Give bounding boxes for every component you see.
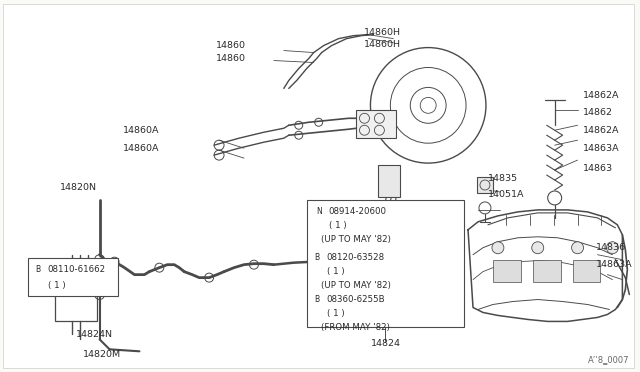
Text: 14824: 14824: [371, 339, 401, 348]
Text: 08914-20600: 08914-20600: [328, 208, 387, 217]
Text: (FROM MAY '82): (FROM MAY '82): [321, 323, 390, 332]
Text: (UP TO MAY '82): (UP TO MAY '82): [321, 235, 390, 244]
Circle shape: [572, 242, 584, 254]
Circle shape: [532, 242, 544, 254]
Text: 08360-6255B: 08360-6255B: [326, 295, 385, 304]
Text: 14862: 14862: [582, 108, 612, 117]
Text: 14863A: 14863A: [582, 144, 619, 153]
Bar: [307, 200, 464, 327]
Text: 14051A: 14051A: [488, 190, 524, 199]
Text: 14862A: 14862A: [582, 126, 619, 135]
Text: 14862A: 14862A: [582, 91, 619, 100]
Text: (UP TO MAY '82): (UP TO MAY '82): [321, 281, 390, 290]
Text: 14860H: 14860H: [364, 28, 401, 37]
Text: ( 1 ): ( 1 ): [48, 281, 65, 290]
Text: ( 1 ): ( 1 ): [326, 267, 344, 276]
Text: 08110-61662: 08110-61662: [48, 265, 106, 274]
Bar: [356, 110, 396, 138]
Circle shape: [31, 263, 45, 277]
Text: A’’8‗0007: A’’8‗0007: [588, 355, 629, 364]
Circle shape: [492, 242, 504, 254]
Bar: [28, 258, 118, 295]
Text: 14820N: 14820N: [60, 183, 97, 192]
Circle shape: [312, 205, 326, 219]
Text: ( 1 ): ( 1 ): [326, 309, 344, 318]
Text: B: B: [314, 295, 319, 304]
Text: 14835: 14835: [488, 173, 518, 183]
Text: 14860: 14860: [216, 41, 246, 50]
Bar: [573, 260, 600, 282]
Bar: [532, 260, 561, 282]
Text: 14860: 14860: [216, 54, 246, 63]
Bar: [378, 165, 400, 197]
Text: 14860A: 14860A: [123, 126, 159, 135]
Bar: [55, 270, 97, 321]
Bar: [477, 177, 493, 193]
Circle shape: [310, 251, 324, 264]
Text: ( 1 ): ( 1 ): [328, 221, 346, 230]
Text: 08120-63528: 08120-63528: [326, 253, 385, 262]
Text: 14820M: 14820M: [83, 350, 121, 359]
Text: N: N: [316, 208, 321, 217]
Bar: [493, 260, 521, 282]
Circle shape: [607, 242, 618, 254]
Text: B: B: [35, 265, 40, 274]
Text: 14860A: 14860A: [123, 144, 159, 153]
Text: 14836: 14836: [595, 243, 626, 252]
Text: 14863A: 14863A: [595, 260, 632, 269]
Text: 14863: 14863: [582, 164, 612, 173]
Text: 14824N: 14824N: [76, 330, 113, 339]
Circle shape: [310, 292, 324, 307]
Text: 14860H: 14860H: [364, 40, 401, 49]
Text: B: B: [314, 253, 319, 262]
